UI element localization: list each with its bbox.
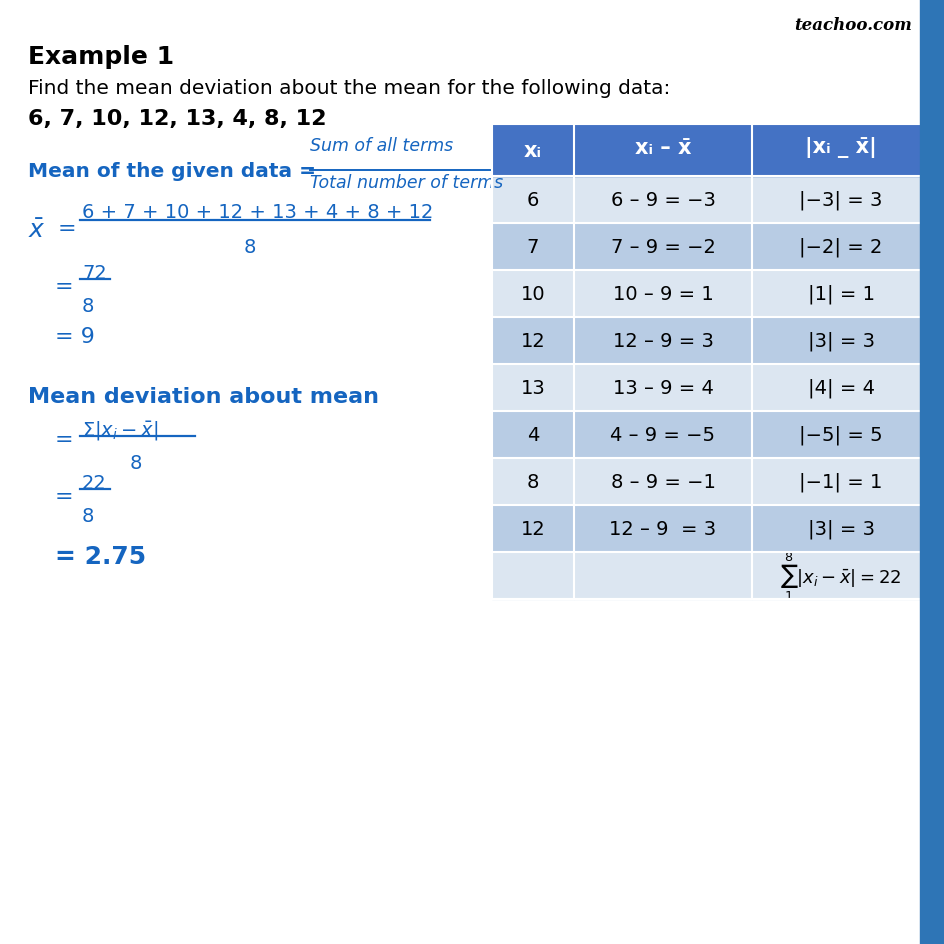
Text: |xᵢ _ x̄|: |xᵢ _ x̄|	[804, 138, 876, 159]
Text: teachoo.com: teachoo.com	[793, 17, 911, 34]
Text: 12 – 9 = 3: 12 – 9 = 3	[612, 331, 713, 350]
Text: Example 1: Example 1	[28, 45, 174, 69]
Bar	[751, 224, 929, 271]
Bar	[492, 459, 573, 505]
Text: 7: 7	[526, 238, 539, 257]
Bar	[492, 364, 573, 412]
Text: 7 – 9 = −2: 7 – 9 = −2	[610, 238, 715, 257]
Text: |4| = 4: |4| = 4	[806, 379, 873, 397]
Text: 6 + 7 + 10 + 12 + 13 + 4 + 8 + 12: 6 + 7 + 10 + 12 + 13 + 4 + 8 + 12	[82, 203, 433, 222]
Bar	[492, 505, 573, 552]
Text: =: =	[55, 486, 74, 507]
Bar	[751, 552, 929, 599]
Bar	[573, 412, 751, 459]
Bar	[492, 224, 573, 271]
Bar	[751, 318, 929, 364]
Bar	[573, 125, 751, 177]
Text: $\Sigma|x_i - \bar{x}|$: $\Sigma|x_i - \bar{x}|$	[82, 418, 159, 442]
Text: =: =	[58, 219, 76, 239]
Bar	[573, 271, 751, 318]
Text: 6 – 9 = −3: 6 – 9 = −3	[610, 191, 715, 210]
Bar	[573, 224, 751, 271]
Text: |1| = 1: |1| = 1	[806, 284, 873, 304]
Text: 13: 13	[520, 379, 545, 397]
Text: =: =	[55, 430, 74, 449]
Text: 10 – 9 = 1: 10 – 9 = 1	[612, 285, 713, 304]
Bar	[751, 505, 929, 552]
Text: 6: 6	[526, 191, 539, 210]
Text: 8: 8	[526, 473, 539, 492]
Text: |3| = 3: |3| = 3	[806, 519, 873, 539]
Text: |−2| = 2: |−2| = 2	[799, 238, 882, 257]
Text: Mean deviation about mean: Mean deviation about mean	[28, 387, 379, 407]
Text: xᵢ: xᵢ	[523, 141, 542, 160]
Bar	[919, 0, 944, 944]
Bar	[573, 552, 751, 599]
Bar	[751, 125, 929, 177]
Bar	[751, 459, 929, 505]
Text: 12: 12	[520, 331, 545, 350]
Text: Total number of terms: Total number of terms	[310, 174, 502, 192]
Text: 13 – 9 = 4: 13 – 9 = 4	[612, 379, 713, 397]
Text: = 2.75: = 2.75	[55, 545, 146, 568]
Text: 10: 10	[520, 285, 545, 304]
Text: 12: 12	[520, 519, 545, 538]
Bar	[573, 364, 751, 412]
Text: 22: 22	[82, 474, 107, 493]
Bar	[751, 177, 929, 224]
Bar	[492, 412, 573, 459]
Text: 4 – 9 = −5: 4 – 9 = −5	[610, 426, 715, 445]
Text: 8 – 9 = −1: 8 – 9 = −1	[610, 473, 715, 492]
Text: 72: 72	[82, 263, 107, 282]
Bar	[492, 318, 573, 364]
Text: 8: 8	[130, 453, 143, 473]
Text: |3| = 3: |3| = 3	[806, 331, 873, 351]
Bar	[573, 505, 751, 552]
Bar	[573, 177, 751, 224]
Text: Find the mean deviation about the mean for the following data:: Find the mean deviation about the mean f…	[28, 79, 669, 98]
Text: 12 – 9  = 3: 12 – 9 = 3	[609, 519, 716, 538]
Bar	[492, 271, 573, 318]
Text: 6, 7, 10, 12, 13, 4, 8, 12: 6, 7, 10, 12, 13, 4, 8, 12	[28, 109, 327, 129]
Text: Mean of the given data =: Mean of the given data =	[28, 161, 323, 181]
Text: |−1| = 1: |−1| = 1	[799, 472, 882, 492]
Text: 8: 8	[82, 296, 94, 315]
Text: Sum of all terms: Sum of all terms	[310, 137, 452, 155]
Text: =: =	[55, 277, 74, 296]
Bar	[492, 552, 573, 599]
Bar	[573, 318, 751, 364]
Bar	[751, 412, 929, 459]
Text: |−5| = 5: |−5| = 5	[799, 426, 882, 445]
Bar	[573, 459, 751, 505]
Bar	[751, 271, 929, 318]
Text: $\sum_{1}^{8}|x_i - \bar{x}| = 22$: $\sum_{1}^{8}|x_i - \bar{x}| = 22$	[780, 549, 901, 602]
Bar	[492, 177, 573, 224]
Text: xᵢ – x̄: xᵢ – x̄	[634, 138, 690, 158]
Text: 8: 8	[82, 507, 94, 526]
Bar	[492, 125, 573, 177]
Text: 8: 8	[244, 238, 256, 257]
Text: = 9: = 9	[55, 327, 94, 346]
Bar	[751, 364, 929, 412]
Text: $\bar{x}$: $\bar{x}$	[28, 219, 45, 243]
Text: |−3| = 3: |−3| = 3	[799, 191, 882, 210]
Text: 4: 4	[526, 426, 539, 445]
